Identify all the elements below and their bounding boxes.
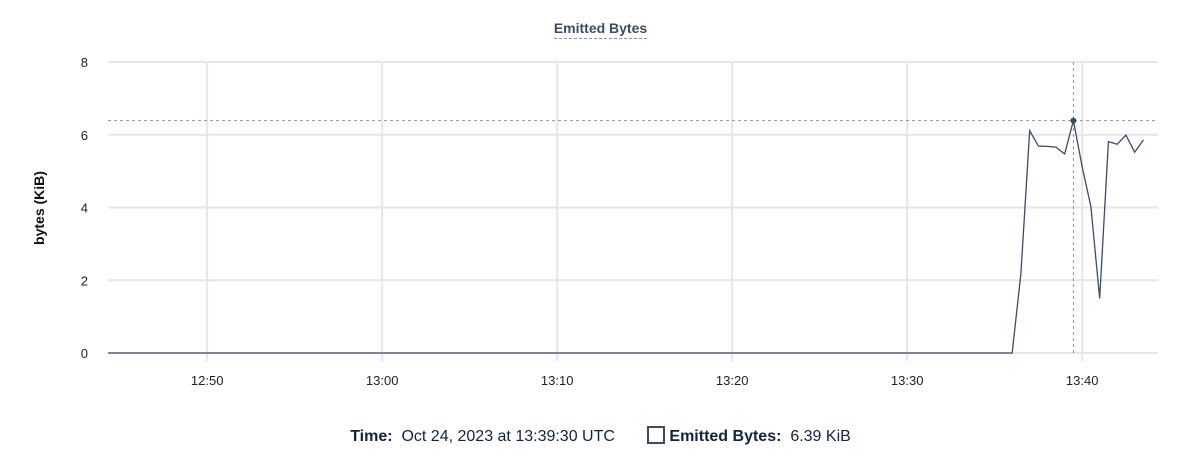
y-tick-label: 8 xyxy=(81,55,88,70)
y-tick-label: 2 xyxy=(81,273,88,288)
series-line xyxy=(108,120,1144,354)
series-value: 6.39 KiB xyxy=(790,428,851,445)
series-label: Emitted Bytes: xyxy=(669,428,782,445)
x-tick-label: 13:10 xyxy=(541,373,574,388)
series-toggle-checkbox[interactable] xyxy=(647,426,666,444)
x-tick-label: 13:00 xyxy=(366,373,399,388)
x-tick-label: 13:20 xyxy=(716,373,749,388)
y-axis-label: bytes (KiB) xyxy=(31,171,47,245)
y-tick-label: 6 xyxy=(81,128,88,143)
time-value: Oct 24, 2023 at 13:39:30 UTC xyxy=(401,428,615,445)
highlight-point xyxy=(1070,117,1077,124)
time-label: Time: xyxy=(350,428,393,445)
x-tick-label: 12:50 xyxy=(191,373,224,388)
chart-legend: Time: Oct 24, 2023 at 13:39:30 UTC Emitt… xyxy=(0,426,1201,446)
x-tick-label: 13:30 xyxy=(891,373,924,388)
chart-title-text[interactable]: Emitted Bytes xyxy=(553,20,648,39)
chart-title[interactable]: Emitted Bytes xyxy=(0,20,1201,39)
y-tick-label: 4 xyxy=(81,201,88,216)
x-tick-label: 13:40 xyxy=(1066,373,1099,388)
y-tick-label: 0 xyxy=(81,346,88,361)
